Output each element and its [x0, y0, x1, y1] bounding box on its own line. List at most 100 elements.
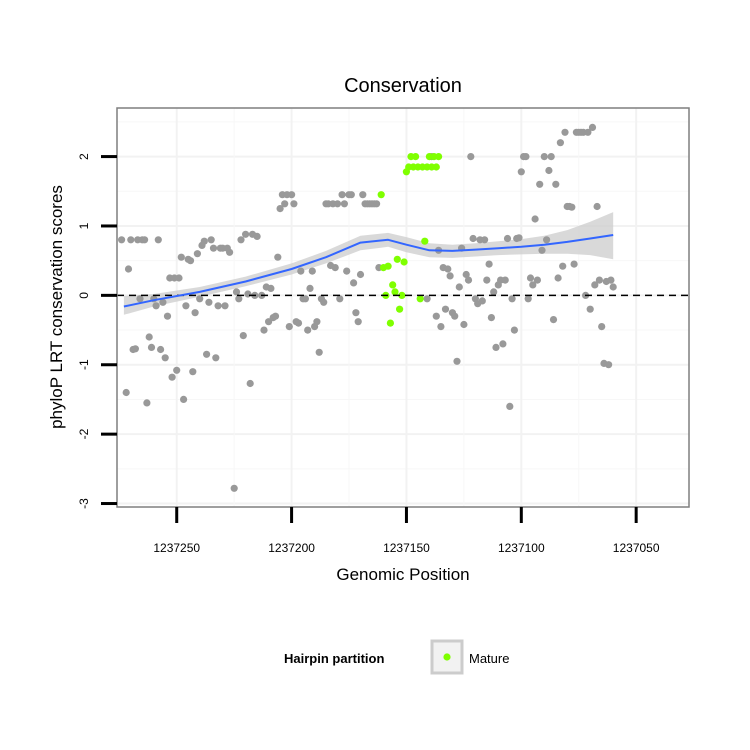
data-point-other	[492, 343, 500, 351]
data-point-mature	[416, 295, 424, 303]
x-axis-label: Genomic Position	[336, 565, 469, 584]
data-point-other	[122, 388, 130, 397]
data-point-mature	[412, 153, 420, 161]
data-point-other	[554, 274, 562, 282]
data-point-other	[315, 348, 323, 356]
data-point-other	[570, 260, 578, 268]
data-point-other	[441, 305, 450, 313]
data-point-other	[214, 302, 222, 310]
data-point-other	[244, 290, 252, 298]
data-point-other	[605, 361, 613, 369]
data-point-other	[510, 326, 518, 334]
data-point-other	[209, 244, 218, 252]
data-point-other	[163, 312, 172, 320]
data-point-other	[127, 236, 135, 244]
data-point-other	[483, 276, 491, 284]
smooth-line-layer	[117, 234, 689, 308]
data-point-other	[333, 200, 342, 208]
x-axis-ticks: 1237250 1237200 1237150 1237100 1237050	[153, 507, 660, 555]
data-point-other	[586, 305, 594, 313]
data-point-other	[131, 345, 139, 353]
x-tick-label: 1237250	[153, 541, 200, 555]
data-point-other	[336, 295, 344, 303]
y-tick-label: -1	[77, 359, 91, 370]
data-point-other	[271, 312, 280, 320]
y-tick-label: 1	[77, 222, 91, 229]
data-point-other	[588, 123, 597, 131]
data-point-other	[568, 203, 576, 211]
data-point-other	[147, 343, 156, 351]
data-point-other	[186, 257, 195, 265]
data-point-other	[559, 262, 567, 270]
y-tick-label: -2	[77, 428, 91, 439]
data-point-other	[288, 191, 296, 199]
y-tick-label: -3	[77, 498, 91, 509]
data-point-mature	[389, 281, 397, 289]
data-point-other	[446, 272, 454, 280]
data-point-other	[306, 284, 314, 292]
y-tick-label: 2	[77, 153, 91, 160]
data-point-other	[490, 288, 498, 296]
legend-key-mature-dot	[443, 653, 451, 661]
data-point-other	[506, 402, 514, 410]
data-point-other	[297, 267, 305, 275]
data-point-other	[584, 128, 592, 136]
data-point-other	[274, 253, 282, 261]
data-point-other	[235, 295, 243, 303]
data-point-other	[552, 180, 560, 188]
data-point-other	[508, 295, 516, 303]
data-point-other	[373, 200, 381, 208]
data-point-other	[173, 366, 181, 374]
data-point-other	[246, 379, 254, 388]
data-point-mature	[432, 163, 440, 171]
data-point-other	[607, 276, 615, 284]
data-point-other	[242, 230, 250, 238]
data-point-other	[294, 319, 303, 327]
data-point-other	[354, 318, 362, 326]
data-point-other	[331, 264, 339, 272]
data-point-other	[464, 276, 473, 284]
data-point-other	[193, 250, 201, 258]
data-point-other	[276, 205, 284, 213]
y-tick-label: 0	[77, 292, 91, 299]
data-point-other	[304, 326, 312, 334]
legend-label-mature: Mature	[469, 651, 509, 666]
x-tick-label: 1237100	[498, 541, 545, 555]
mature-points	[377, 153, 443, 327]
data-point-other	[203, 350, 211, 358]
data-point-other	[347, 191, 355, 199]
data-point-other	[545, 166, 553, 175]
data-point-other	[467, 153, 475, 161]
data-point-other	[308, 267, 316, 275]
data-point-other	[226, 248, 234, 256]
data-point-other	[598, 323, 606, 331]
data-point-other	[547, 153, 555, 161]
data-point-other	[232, 288, 241, 296]
data-point-other	[453, 357, 461, 365]
data-point-other	[526, 274, 535, 282]
data-point-other	[230, 484, 238, 492]
data-point-other	[141, 236, 149, 244]
x-tick-label: 1237150	[383, 541, 430, 555]
data-point-other	[343, 267, 351, 275]
data-point-other	[501, 276, 509, 284]
data-point-other	[260, 326, 268, 334]
data-point-other	[157, 345, 165, 354]
data-point-mature	[398, 291, 406, 299]
data-point-other	[543, 236, 551, 244]
data-point-other	[469, 234, 477, 243]
data-point-mature	[393, 255, 401, 263]
data-point-other	[182, 302, 190, 310]
data-point-other	[177, 253, 185, 261]
data-point-other	[538, 246, 546, 254]
data-point-other	[517, 168, 525, 176]
data-point-other	[338, 191, 346, 199]
data-point-other	[320, 298, 328, 306]
data-point-other	[451, 312, 459, 320]
data-point-other	[221, 302, 229, 310]
data-point-other	[124, 265, 133, 273]
data-point-other	[524, 295, 532, 303]
data-point-other	[515, 234, 523, 242]
data-point-other	[462, 270, 470, 279]
